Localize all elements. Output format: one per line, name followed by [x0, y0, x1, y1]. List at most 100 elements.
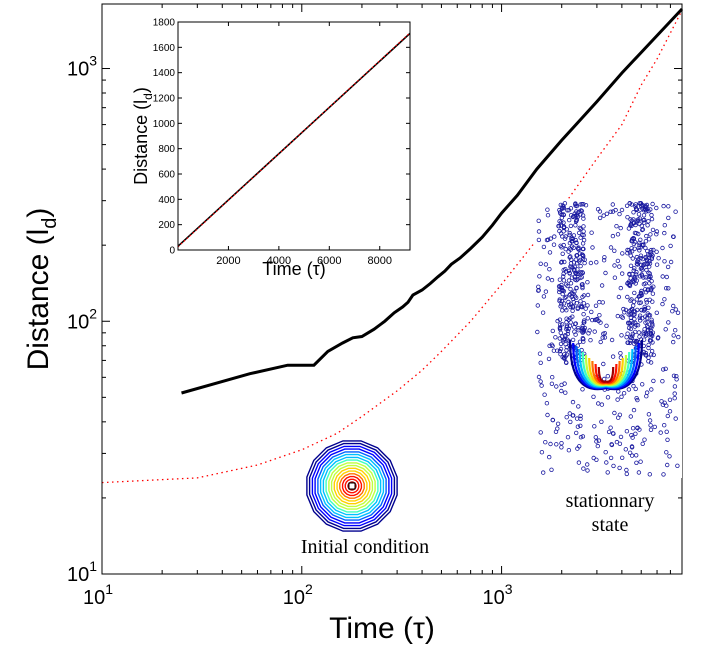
stationary-contour-point: [632, 324, 638, 329]
stationary-contour-point: [588, 338, 593, 343]
stationary-contour-point: [559, 388, 564, 394]
stationary-contour-point: [636, 294, 641, 299]
stationary-contour-point: [666, 215, 671, 221]
stationary-contour-point: [585, 468, 590, 473]
stationary-contour-point: [620, 315, 625, 320]
stationary-contour-point: [632, 220, 637, 226]
initial-contour-ring: [319, 453, 385, 519]
inset-y-tick-label: 1000: [153, 119, 176, 130]
stationary-contour-point: [569, 275, 575, 280]
stationary-contour-point: [674, 374, 679, 379]
stationary-contour-point: [625, 281, 630, 286]
stationary-contour-point: [632, 246, 637, 251]
stationary-contour-point: [543, 289, 549, 294]
stationary-contour-point: [643, 287, 648, 292]
stationary-contour-point: [568, 206, 574, 211]
stationary-contour-point: [644, 300, 649, 305]
stationary-contour-point: [659, 399, 664, 404]
stationary-contour-point: [575, 343, 580, 348]
stationary-contour-point: [580, 304, 585, 310]
stationary-contour-point: [548, 441, 553, 447]
stationary-contour-point: [635, 397, 640, 403]
stationary-contour-point: [648, 423, 653, 428]
stationary-contour-point: [581, 466, 586, 471]
stationary-contour-point: [667, 397, 673, 402]
stationary-contour-point: [644, 297, 649, 303]
stationary-contour-point: [601, 213, 606, 218]
stationary-contour-point: [662, 297, 667, 302]
stationary-contour-point: [649, 212, 654, 218]
stationary-contour-point: [658, 430, 663, 435]
stationary-contour-point: [616, 294, 622, 300]
stationary-contour-point: [660, 245, 665, 251]
stationary-contour-point: [553, 335, 558, 340]
stationary-contour-point: [649, 317, 654, 322]
stationary-contour-point: [673, 416, 678, 421]
stationary-contour-point: [625, 214, 630, 220]
stationary-contour-point: [623, 307, 629, 313]
stationary-contour-point: [633, 339, 638, 345]
stationary-contour-point: [566, 268, 572, 274]
stationary-contour-point: [541, 470, 546, 475]
stationary-contour-point: [649, 255, 655, 260]
stationary-contour-point: [569, 257, 574, 262]
stationary-contour-point: [580, 213, 586, 218]
stationary-contour-point: [639, 288, 644, 294]
stationary-contour-point: [649, 352, 654, 357]
stationary-contour-point: [668, 259, 674, 265]
stationary-contour-point: [671, 373, 677, 378]
stationary-contour-point: [597, 215, 603, 221]
stationary-contour-point: [645, 223, 650, 228]
stationary-contour-point: [624, 429, 630, 434]
stationary-contour-point: [634, 254, 640, 260]
stationary-contour-point: [620, 251, 625, 256]
stationary-contour-point: [639, 291, 644, 296]
stationary-contour-point: [632, 277, 638, 282]
stationary-contour-point: [570, 214, 576, 220]
stationary-contour-point: [615, 232, 621, 237]
stationary-contour-point: [612, 410, 617, 416]
stationary-contour-point: [603, 270, 608, 276]
stationary-contour-point: [628, 217, 633, 222]
stationary-contour-point: [573, 201, 578, 206]
stationary-label-line1: stationnary: [566, 490, 655, 512]
stationary-contour-point: [564, 415, 569, 420]
stationary-contour-point: [640, 441, 645, 446]
stationary-contour-point: [604, 460, 609, 465]
inset-y-tick-label: 200: [158, 220, 175, 231]
stationary-contour-point: [579, 201, 585, 207]
stationary-contour-points: [535, 200, 681, 477]
main-x-tick-base: 10: [283, 587, 305, 609]
stationary-contour-band: [597, 366, 615, 383]
stationary-contour-point: [597, 313, 602, 318]
stationary-contour-point: [541, 244, 547, 250]
stationary-contour-point: [575, 424, 581, 429]
stationary-contour-point: [576, 328, 581, 333]
initial-contour-center: [348, 482, 356, 490]
stationary-contour-point: [641, 213, 647, 218]
stationary-contour-point: [570, 296, 576, 302]
stationary-contour-point: [638, 203, 644, 208]
stationary-contour-point: [561, 274, 566, 279]
initial-contour-ring: [322, 456, 382, 516]
stationary-contour-point: [560, 203, 565, 208]
stationary-contour-point: [629, 238, 634, 244]
stationary-contour-point: [646, 313, 651, 318]
stationary-contour-point: [654, 310, 659, 315]
stationary-contour-point: [581, 216, 586, 221]
stationary-contour-point: [662, 259, 667, 264]
stationary-contour-point: [559, 445, 564, 450]
stationary-contour-point: [561, 220, 566, 225]
main-ticks-layer: [101, 4, 683, 575]
stationary-contour-point: [621, 391, 627, 396]
stationary-contour-point: [613, 207, 618, 213]
stationary-contour-point: [643, 262, 648, 267]
stationary-contour-point: [547, 250, 553, 255]
stationary-contour-point: [637, 313, 643, 318]
stationary-contour-point: [538, 379, 543, 384]
stationary-contour-point: [598, 339, 603, 345]
stationary-contour-point: [647, 418, 653, 423]
stationary-contour-point: [673, 328, 678, 333]
stationary-contour-point: [554, 442, 559, 447]
stationary-contour-point: [630, 256, 635, 261]
